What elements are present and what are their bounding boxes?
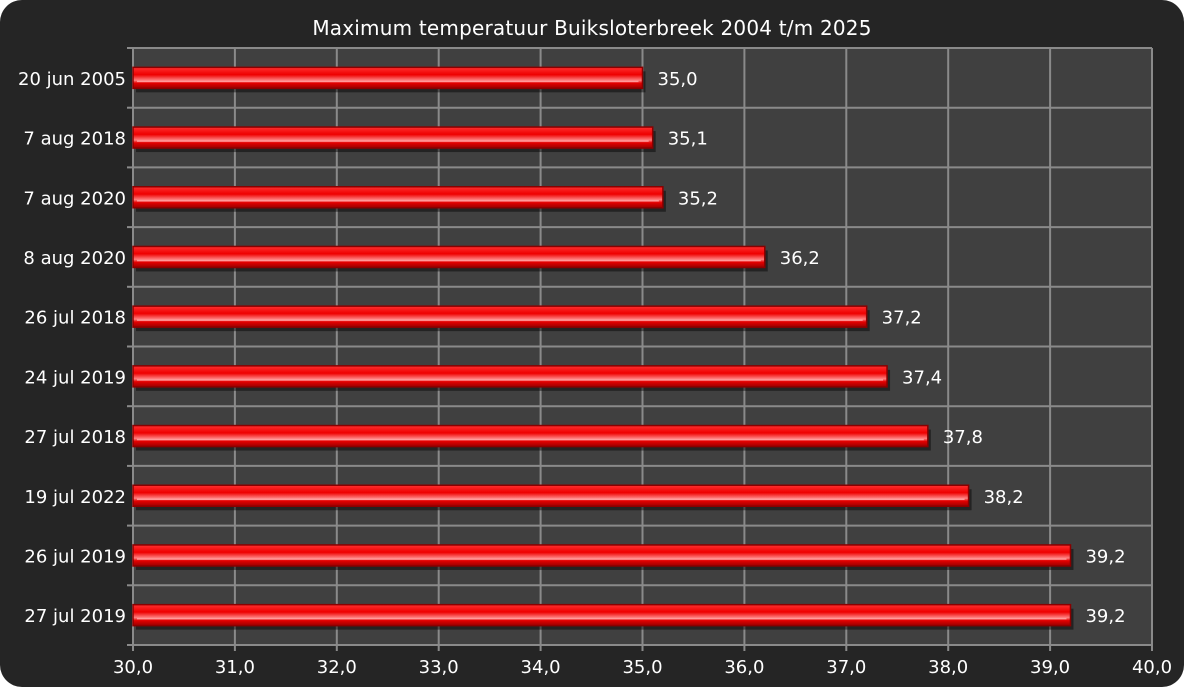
category-label: 19 jul 2022 — [24, 487, 126, 508]
x-tick-labels: 30,0 31,0 32,0 33,0 34,0 35,0 36,0 37,0 38,0 39,0… — [113, 657, 1172, 678]
x-tick-label: 32,0 — [317, 657, 357, 678]
category-label: 26 jul 2019 — [24, 546, 126, 567]
x-tick-label: 35,0 — [622, 657, 662, 678]
category-label: 7 aug 2018 — [23, 129, 126, 150]
axis-ticks — [127, 47, 1153, 651]
category-label: 20 jun 2005 — [18, 69, 126, 90]
bar — [132, 544, 1072, 567]
bar — [132, 484, 970, 507]
bar-value-label: 35,0 — [658, 69, 698, 90]
bars — [132, 66, 1074, 630]
x-tick-label: 37,0 — [826, 657, 866, 678]
bar-value-label: 38,2 — [984, 487, 1024, 508]
bar — [132, 245, 766, 269]
category-label: 24 jul 2019 — [24, 367, 126, 388]
bar-value-label: 35,2 — [678, 188, 718, 209]
x-tick-label: 34,0 — [521, 657, 561, 678]
x-tick-label: 38,0 — [928, 657, 968, 678]
bar-value-label: 36,2 — [780, 248, 820, 269]
bar — [132, 365, 888, 388]
x-tick-label: 39,0 — [1030, 657, 1070, 678]
bar-value-label: 39,2 — [1085, 606, 1125, 627]
x-tick-label: 33,0 — [419, 657, 459, 678]
bar-value-label: 37,8 — [943, 427, 983, 448]
bar-value-label: 39,2 — [1085, 546, 1125, 567]
bar-value-label: 37,4 — [902, 367, 942, 388]
category-labels: 20 jun 2005 7 aug 2018 7 aug 2020 8 aug 202… — [18, 69, 126, 627]
value-labels: 35,0 35,1 35,2 36,2 37,2 37,4 37,8 38,2 39,2 39,2 — [658, 69, 1126, 627]
x-tick-label: 31,0 — [215, 657, 255, 678]
bar — [132, 424, 929, 448]
bar — [132, 603, 1072, 627]
x-tick-label: 36,0 — [724, 657, 764, 678]
bar — [132, 126, 654, 149]
bar — [132, 305, 868, 328]
x-tick-label: 40,0 — [1132, 657, 1172, 678]
chart-title: Maximum temperatuur Buiksloterbreek 2004… — [312, 16, 872, 40]
category-label: 27 jul 2019 — [24, 606, 126, 627]
bar — [132, 66, 644, 90]
bar — [132, 186, 664, 209]
bar-value-label: 37,2 — [882, 308, 922, 329]
x-tick-label: 30,0 — [113, 657, 153, 678]
bar-value-label: 35,1 — [668, 129, 708, 150]
category-label: 7 aug 2020 — [23, 188, 126, 209]
category-label: 8 aug 2020 — [23, 248, 126, 269]
category-label: 26 jul 2018 — [24, 308, 126, 329]
category-label: 27 jul 2018 — [24, 427, 126, 448]
